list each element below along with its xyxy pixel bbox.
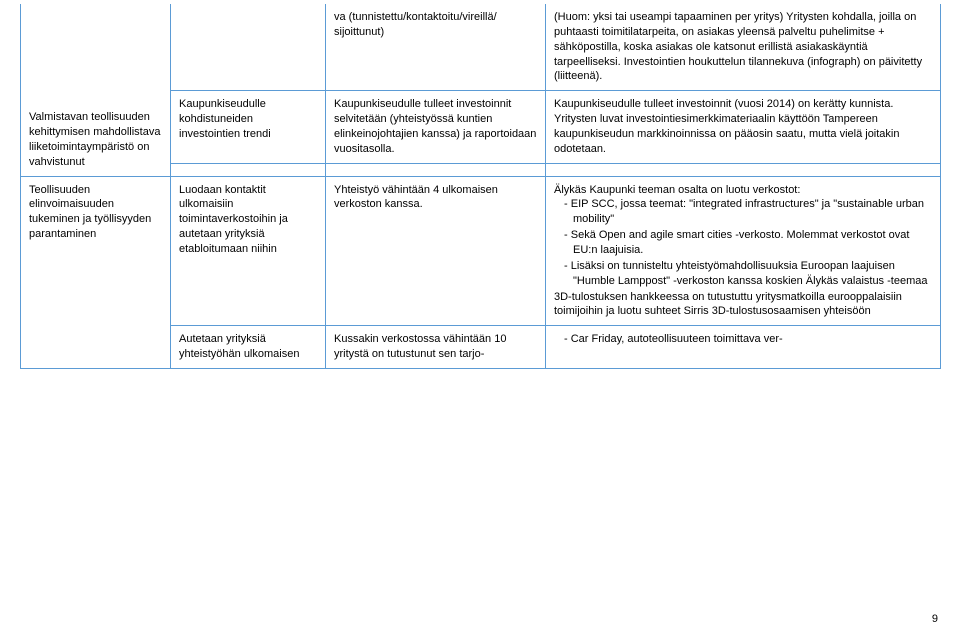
page-number: 9 bbox=[932, 613, 938, 625]
cell bbox=[171, 163, 326, 176]
cell: Kussakin verkostossa vähintään 10 yritys… bbox=[326, 326, 546, 369]
cell: Kaupunkiseudulle tulleet investoinnit se… bbox=[326, 91, 546, 163]
cell: Car Friday, autoteollisuuteen toimittava… bbox=[546, 326, 941, 369]
bullet-list: Car Friday, autoteollisuuteen toimittava… bbox=[554, 332, 932, 347]
cell bbox=[546, 163, 941, 176]
cell: Kaupunkiseudulle tulleet investoinnit (v… bbox=[546, 91, 941, 163]
list-item: Sekä Open and agile smart cities -verkos… bbox=[564, 228, 932, 258]
cell: Luodaan kontaktit ulkomaisiin toimintave… bbox=[171, 176, 326, 326]
cell: Kaupunkiseudulle kohdistuneiden investoi… bbox=[171, 91, 326, 163]
document-table: Valmistavan teollisuuden kehittymisen ma… bbox=[20, 4, 941, 369]
list-item: Lisäksi on tunnisteltu yhteistyömahdolli… bbox=[564, 259, 932, 289]
table-row: Valmistavan teollisuuden kehittymisen ma… bbox=[21, 4, 941, 91]
cell: va (tunnistettu/kontaktoitu/vireillä/ si… bbox=[326, 4, 546, 91]
cell: (Huom: yksi tai useampi tapaaminen per y… bbox=[546, 4, 941, 91]
cell: Autetaan yrityksiä yhteistyöhän ulkomais… bbox=[171, 326, 326, 369]
cell bbox=[326, 163, 546, 176]
list-item: Car Friday, autoteollisuuteen toimittava… bbox=[564, 332, 932, 347]
bullet-list: EIP SCC, jossa teemat: "integrated infra… bbox=[554, 197, 932, 288]
cell-after: 3D-tulostuksen hankkeessa on tutustuttu … bbox=[554, 290, 932, 320]
cell: Yhteistyö vähintään 4 ulkomaisen verkost… bbox=[326, 176, 546, 326]
table-row: Teollisuuden elinvoimaisuuden tukeminen … bbox=[21, 176, 941, 326]
cell-goal: Valmistavan teollisuuden kehittymisen ma… bbox=[21, 4, 171, 176]
goal-text: Valmistavan teollisuuden kehittymisen ma… bbox=[29, 111, 160, 168]
cell bbox=[171, 4, 326, 91]
list-item: EIP SCC, jossa teemat: "integrated infra… bbox=[564, 197, 932, 227]
cell-goal: Teollisuuden elinvoimaisuuden tukeminen … bbox=[21, 176, 171, 368]
cell: Älykäs Kaupunki teeman osalta on luotu v… bbox=[546, 176, 941, 326]
cell-intro: Älykäs Kaupunki teeman osalta on luotu v… bbox=[554, 183, 932, 198]
